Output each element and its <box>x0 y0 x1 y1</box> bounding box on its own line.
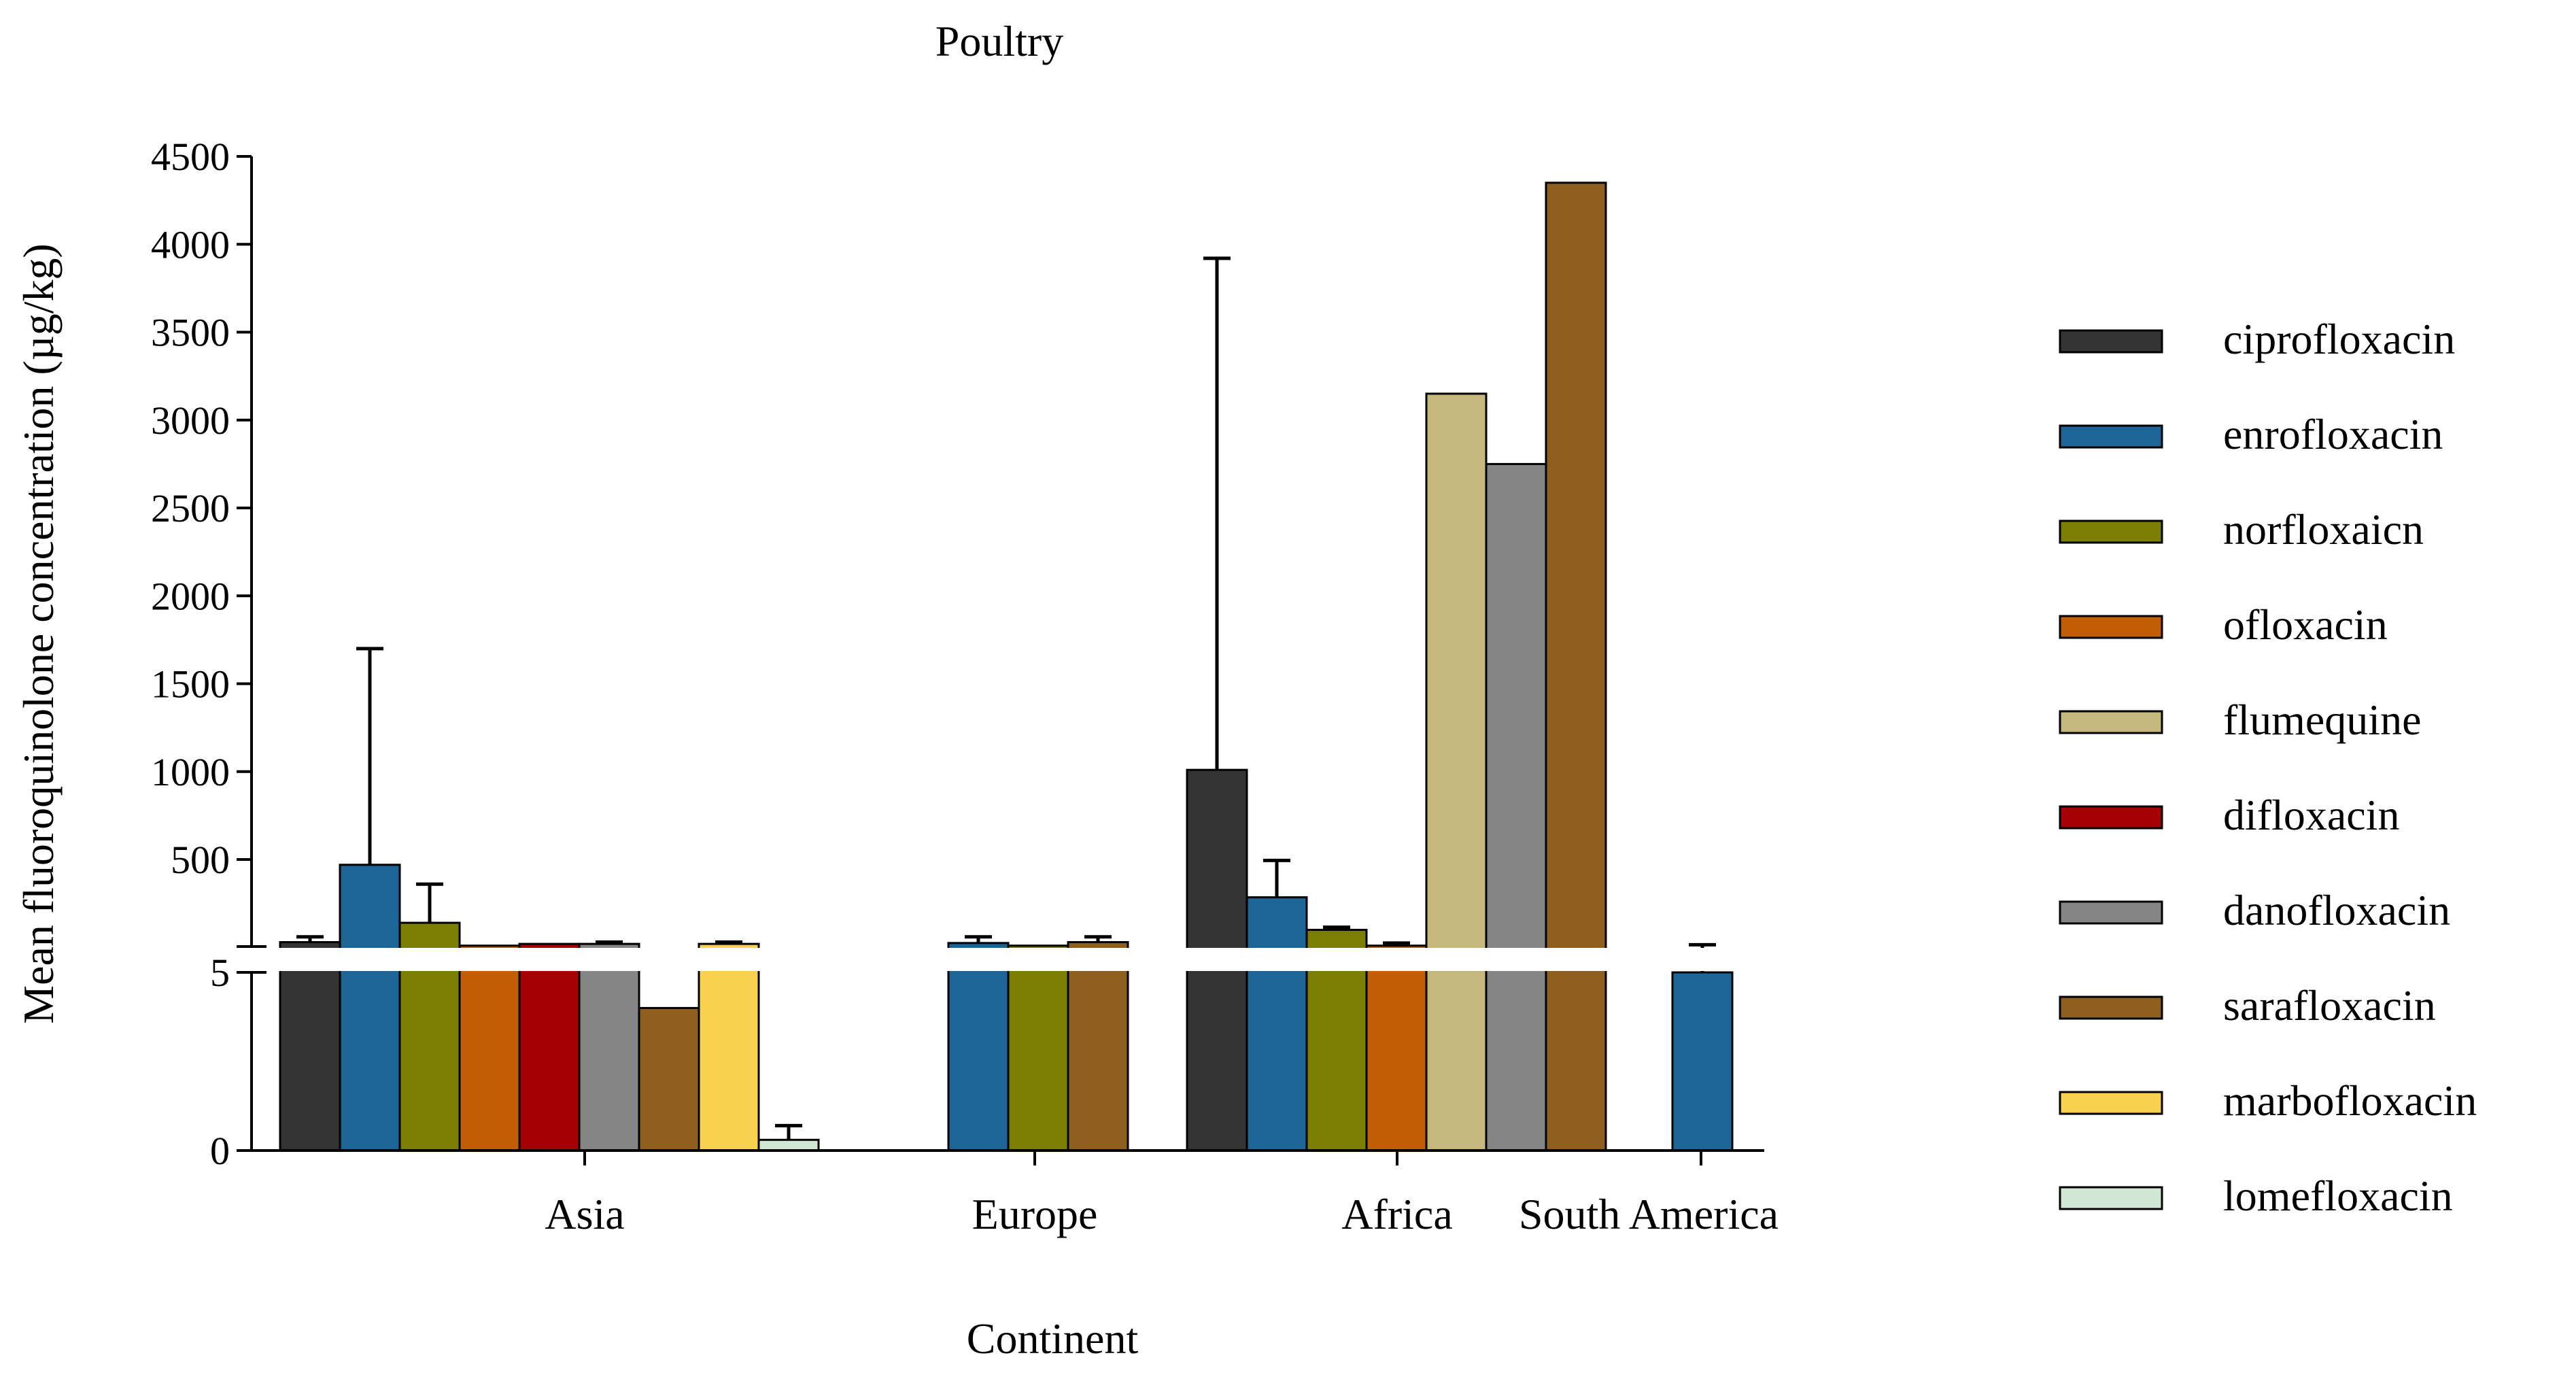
legend-label-marbofloxacin: marbofloxacin <box>2223 1076 2477 1125</box>
axis-layer: 0 5 500 1000 1500 2000 2500 3000 3500 4000 4500 Asi… <box>151 135 1779 1238</box>
y-tick-label-0: 0 <box>210 1129 230 1173</box>
legend-label-ofloxacin: ofloxacin <box>2223 600 2388 649</box>
x-tick-label-europe: Europe <box>972 1190 1098 1238</box>
legend-swatch-enrofloxacin <box>2059 424 2163 449</box>
bar-sarafloxacin-europe <box>1067 941 1129 1152</box>
legend-swatch-ciprofloxacin <box>2059 329 2163 354</box>
legend-swatch-sarafloxacin <box>2059 995 2163 1020</box>
y-axis-label: Mean fluoroquinolone concentration (µg/k… <box>14 243 63 1024</box>
bars-layer <box>279 182 1734 1152</box>
y-tick-label-2500: 2500 <box>151 486 230 530</box>
legend-swatch-danofloxacin <box>2059 900 2163 925</box>
legend-swatch-norfloxaicn <box>2059 520 2163 544</box>
legend-label-sarafloxacin: sarafloxacin <box>2223 981 2436 1029</box>
legend-label-norfloxaicn: norfloxaicn <box>2223 505 2424 554</box>
bar-enrofloxacin-africa <box>1246 896 1308 1152</box>
y-tick-label-4000: 4000 <box>151 222 230 267</box>
legend-swatch-ofloxacin <box>2059 615 2163 639</box>
legend-label-flumequine: flumequine <box>2223 696 2421 744</box>
bar-sarafloxacin-asia <box>638 1006 700 1152</box>
y-tick-label-1000: 1000 <box>151 750 230 794</box>
bar-enrofloxacin-south-america <box>1671 971 1734 1152</box>
y-tick-label-2000: 2000 <box>151 574 230 618</box>
legend-label-danofloxacin: danofloxacin <box>2223 886 2450 934</box>
x-axis-label: Continent <box>967 1314 1139 1363</box>
chart-title: Poultry <box>935 17 1063 65</box>
y-tick-label-3500: 3500 <box>151 311 230 355</box>
bar-sarafloxacin-africa <box>1545 182 1607 1152</box>
bar-norfloxaicn-europe <box>1007 944 1069 1152</box>
y-tick-label-500: 500 <box>171 838 230 882</box>
y-tick-label-3000: 3000 <box>151 398 230 443</box>
legend-swatch-flumequine <box>2059 710 2163 734</box>
bar-ofloxacin-africa <box>1365 944 1428 1152</box>
bar-enrofloxacin-europe <box>947 942 1010 1152</box>
legend-swatch-lomefloxacin <box>2059 1186 2163 1210</box>
y-tick-label-1500: 1500 <box>151 662 230 706</box>
legend-swatch-marbofloxacin <box>2059 1091 2163 1115</box>
bar-danofloxacin-asia <box>578 942 640 1152</box>
legend-label-difloxacin: difloxacin <box>2223 791 2399 839</box>
bar-danofloxacin-africa <box>1485 462 1547 1152</box>
x-tick-label-south-america: South America <box>1519 1190 1779 1238</box>
bar-lomefloxacin-asia <box>757 1138 820 1152</box>
bar-marbofloxacin-asia <box>698 942 760 1152</box>
y-tick-label-4500: 4500 <box>151 135 230 179</box>
legend: ciprofloxacin enrofloxacin norfloxaicn oflo… <box>2059 315 2477 1220</box>
bar-flumequine-africa <box>1425 392 1488 1152</box>
legend-label-lomefloxacin: lomefloxacin <box>2223 1172 2453 1220</box>
axis-break-gap <box>231 948 1771 971</box>
bar-ciprofloxacin-asia <box>279 941 341 1152</box>
x-tick-label-africa: Africa <box>1341 1190 1452 1238</box>
axis-break-layer <box>231 948 1771 971</box>
bar-difloxacin-asia <box>518 942 581 1152</box>
legend-swatch-difloxacin <box>2059 805 2163 830</box>
legend-label-ciprofloxacin: ciprofloxacin <box>2223 315 2455 363</box>
x-tick-label-asia: Asia <box>545 1190 624 1238</box>
y-tick-label-5: 5 <box>210 951 230 995</box>
bar-enrofloxacin-asia <box>339 864 401 1152</box>
legend-label-enrofloxacin: enrofloxacin <box>2223 410 2443 458</box>
bar-ofloxacin-asia <box>458 944 521 1152</box>
